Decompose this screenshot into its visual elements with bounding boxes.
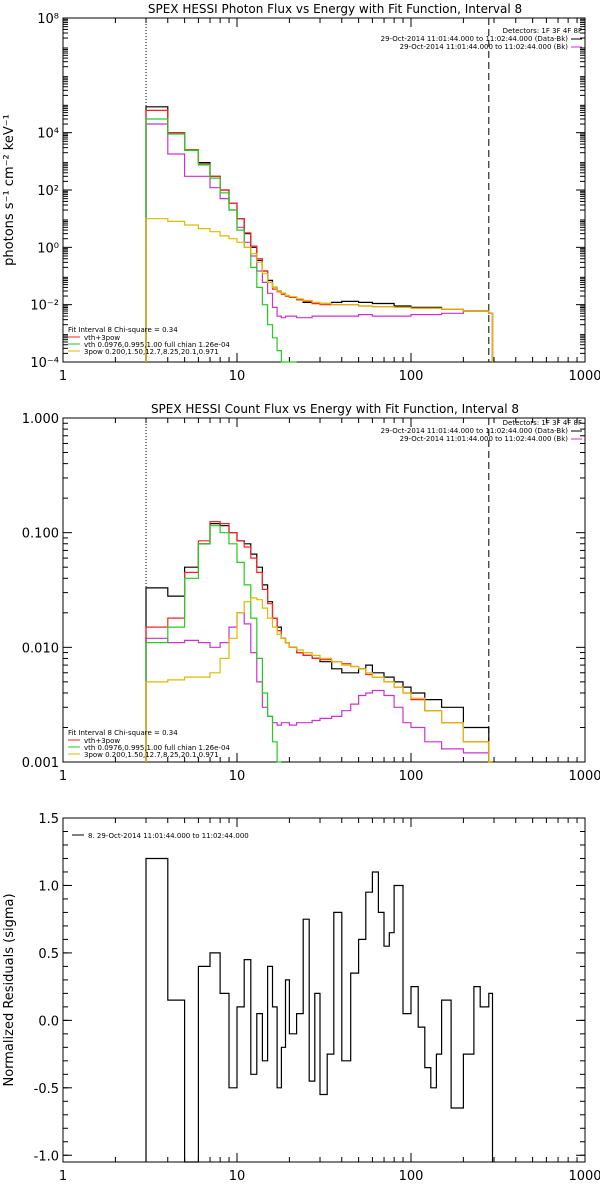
y-tick-label: 10⁻⁴: [30, 356, 59, 371]
y-tick-label: 0.001: [22, 756, 59, 771]
residuals-plot-frame: [62, 817, 586, 1163]
y-tick-label: -0.5: [34, 1082, 59, 1097]
x-tick-label: 100: [399, 369, 424, 384]
y-tick-label: 10⁻²: [30, 299, 59, 314]
photon-flux-series: [145, 106, 494, 363]
residuals-panel: Normalized Residuals (sigma) 1 10 100 1000 -…: [2, 812, 600, 1184]
residuals-ticks: 1 10 100 1000 -1.0 -0.5 0.0 0.5 1.0 1.5: [34, 812, 600, 1184]
photon-flux-plot-frame: [62, 17, 586, 363]
legend-fit-interval: Fit Interval 8 Chi-square = 0.34: [68, 326, 178, 334]
legend-vth: vth 0.0976,0.995,1.00 full chian 1.26e-0…: [84, 744, 230, 752]
series-line-2-vth-3pow: [145, 109, 494, 362]
series-line-0-29-oct-2014-11-01-44-000-to-11-02-44-000-data-bk: [145, 106, 494, 362]
legend-vth3pow: vth+3pow: [84, 737, 120, 745]
photon-flux-panel: SPEX HESSI Photon Flux vs Energy with Fi…: [2, 2, 600, 384]
x-tick-label: 100: [399, 769, 424, 784]
photon-flux-ticks: 1 10 100 1000 10⁻⁴ 10⁻² 10⁰ 10² 10⁴ 10⁸: [30, 12, 600, 384]
y-tick-label: 0.100: [22, 527, 59, 542]
residuals-series: [145, 857, 494, 1163]
x-tick-label: 1000: [568, 369, 600, 384]
y-tick-label: 1.5: [38, 812, 59, 827]
count-flux-legend-top-right: Detectors: 1F 3F 4F 8F 29-Oct-2014 11:01…: [381, 419, 582, 443]
y-tick-label: 0.5: [38, 947, 59, 962]
y-tick-label: 10⁴: [37, 127, 59, 142]
count-flux-series: [145, 521, 493, 763]
y-tick-label: 0.010: [22, 641, 59, 656]
series-line-4-3pow: [145, 218, 494, 362]
legend-bk: 29-Oct-2014 11:01:44.000 to 11:02:44.000…: [400, 43, 569, 51]
x-tick-label: 1: [59, 1169, 67, 1184]
y-tick-label: 1.0: [38, 879, 59, 894]
residuals-legend: 8. 29-Oct-2014 11:01:44.000 to 11:02:44.…: [72, 832, 249, 840]
legend-detectors: Detectors: 1F 3F 4F 8F: [503, 27, 582, 35]
legend-3pow: 3pow 0.200,1.50,12.7,8.25,20.1,0.971: [84, 751, 219, 759]
count-flux-title: SPEX HESSI Count Flux vs Energy with Fit…: [151, 402, 519, 416]
photon-flux-title: SPEX HESSI Photon Flux vs Energy with Fi…: [148, 2, 522, 16]
y-tick-label: -1.0: [34, 1149, 59, 1164]
legend-vth3pow: vth+3pow: [84, 334, 120, 342]
legend-fit-interval: Fit Interval 8 Chi-square = 0.34: [68, 729, 178, 737]
x-tick-label: 10: [229, 1169, 246, 1184]
count-flux-ticks: 1 10 100 1000 0.001 0.010 0.100 1.000: [22, 412, 600, 784]
count-flux-panel: SPEX HESSI Count Flux vs Energy with Fit…: [22, 402, 600, 784]
y-tick-label: 0.0: [38, 1014, 59, 1029]
legend-3pow: 3pow 0.200,1.50,12.7,8.25,20.1,0.971: [84, 348, 219, 356]
x-tick-label: 1: [59, 769, 67, 784]
photon-flux-legend-bottom-left: Fit Interval 8 Chi-square = 0.34 vth+3po…: [68, 326, 230, 356]
y-tick-label: 10⁰: [37, 241, 59, 256]
legend-vth: vth 0.0976,0.995,1.00 full chian 1.26e-0…: [84, 341, 230, 349]
y-tick-label: 10²: [37, 184, 59, 199]
x-tick-label: 1000: [568, 769, 600, 784]
y-tick-label: 10⁸: [37, 12, 59, 27]
count-flux-legend-bottom-left: Fit Interval 8 Chi-square = 0.34 vth+3po…: [68, 729, 230, 759]
series-line-1-bk: [145, 612, 493, 763]
photon-flux-y-axis-label: photons s⁻¹ cm⁻² keV⁻¹: [2, 114, 17, 266]
x-tick-label: 1000: [568, 1169, 600, 1184]
x-tick-label: 10: [229, 769, 246, 784]
y-tick-label: 1.000: [22, 412, 59, 427]
legend-detectors: Detectors: 1F 3F 4F 8F: [503, 419, 582, 427]
series-line-3-vth: [145, 525, 282, 763]
series-line-0-8-29-oct-2014-11-01-44-000-to-11-02-44-000: [145, 857, 494, 1163]
legend-bk: 29-Oct-2014 11:01:44.000 to 11:02:44.000…: [400, 435, 569, 443]
legend-data-bk: 29-Oct-2014 11:01:44.000 to 11:02:44.000…: [381, 35, 569, 43]
residuals-legend-label: 8. 29-Oct-2014 11:01:44.000 to 11:02:44.…: [88, 832, 249, 840]
legend-data-bk: 29-Oct-2014 11:01:44.000 to 11:02:44.000…: [381, 427, 569, 435]
residuals-y-axis-label: Normalized Residuals (sigma): [2, 893, 17, 1086]
photon-flux-reference-lines: [145, 18, 490, 362]
x-tick-label: 10: [229, 369, 246, 384]
count-flux-plot-frame: [62, 417, 586, 763]
photon-flux-legend-top-right: Detectors: 1F 3F 4F 8F 29-Oct-2014 11:01…: [381, 27, 582, 51]
x-tick-label: 1: [59, 369, 67, 384]
x-tick-label: 100: [399, 1169, 424, 1184]
series-line-4-3pow: [145, 597, 493, 763]
